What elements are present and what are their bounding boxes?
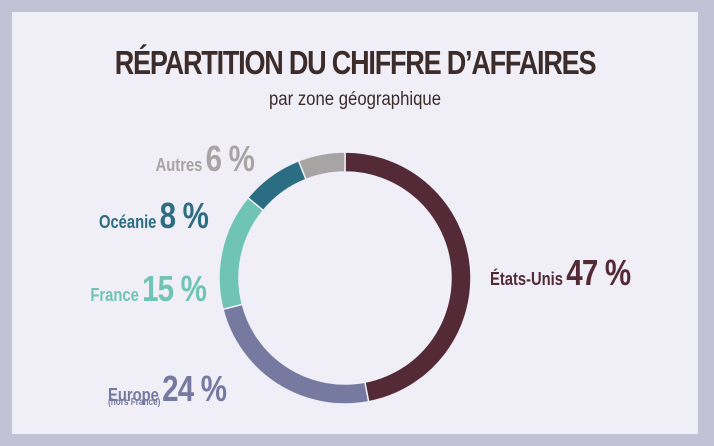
label-oceanie-name: Océanie xyxy=(98,212,157,232)
label-france-value: 15 % xyxy=(141,268,207,309)
label-france: France15 % xyxy=(90,268,207,310)
label-france-name: France xyxy=(90,285,139,305)
label-europe-sublabel: (hors France) xyxy=(108,397,161,408)
label-oceanie: Océanie8 % xyxy=(98,195,209,237)
label-europe-name: Europe xyxy=(108,385,159,405)
label-autres: Autres6 % xyxy=(155,138,255,180)
slice-europe xyxy=(222,303,370,405)
chart-card: RÉPARTITION DU CHIFFRE D’AFFAIRES par zo… xyxy=(12,12,698,434)
label-etats-unis: États-Unis47 % xyxy=(490,252,631,294)
slice-oceanie xyxy=(246,159,307,212)
label-etats-unis-value: 47 % xyxy=(566,252,631,293)
label-etats-unis-name: États-Unis xyxy=(490,269,563,289)
slice-autres xyxy=(297,151,346,181)
label-autres-value: 6 % xyxy=(205,138,255,179)
label-europe-value: 24 % xyxy=(162,368,227,409)
label-autres-name: Autres xyxy=(155,155,203,175)
chart-title: RÉPARTITION DU CHIFFRE D’AFFAIRES xyxy=(114,44,597,81)
chart-subtitle: par zone géographique xyxy=(269,89,441,110)
label-oceanie-value: 8 % xyxy=(159,195,209,236)
label-europe: Europe24 % (hors France) xyxy=(108,368,227,410)
donut-chart xyxy=(218,151,472,405)
slice-france xyxy=(218,196,265,311)
slice-etats-unis xyxy=(344,151,472,403)
